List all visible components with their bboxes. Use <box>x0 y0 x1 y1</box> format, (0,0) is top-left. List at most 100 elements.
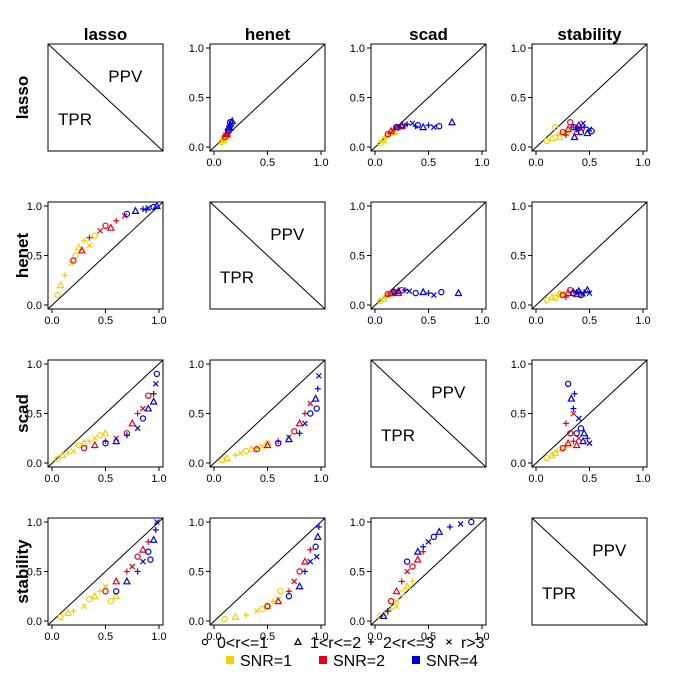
data-point-snr4 <box>301 568 308 575</box>
data-point-snr2 <box>291 578 298 585</box>
data-point-snr1 <box>102 583 109 590</box>
reference-line <box>209 359 326 468</box>
data-point-snr1 <box>409 578 416 585</box>
y-tick-label: 0.0 <box>27 458 42 470</box>
data-point-snr2 <box>102 588 109 595</box>
data-point-snr4 <box>228 116 237 125</box>
data-point-snr4 <box>570 405 577 412</box>
data-point-snr2 <box>145 392 152 399</box>
data-point-snr4 <box>302 420 308 427</box>
reference-line <box>47 359 164 468</box>
data-point-snr4 <box>149 397 158 405</box>
data-point-snr4 <box>384 608 391 615</box>
data-point-snr2 <box>253 445 260 453</box>
y-tick-label: 0.5 <box>27 251 42 263</box>
panel-frame <box>209 201 326 310</box>
panel-frame <box>370 359 487 468</box>
data-point-snr1 <box>381 135 388 142</box>
data-point-snr1 <box>242 447 250 455</box>
y-tick-label: 0.0 <box>27 300 42 312</box>
y-tick-label: 0.0 <box>350 300 365 312</box>
x-tick-label: 1.0 <box>635 315 650 327</box>
tpr-label: TPR <box>58 110 92 129</box>
scatter-panel-henet-vs-stability: 0.00.0 0.5 0.5 1.0 1.0 <box>511 201 651 327</box>
row-title-scad: scad <box>13 394 32 433</box>
panel-frame <box>531 517 648 626</box>
data-point-snr1 <box>97 588 104 595</box>
data-point-snr4 <box>425 122 432 129</box>
data-point-snr4 <box>312 543 319 550</box>
data-point-snr2 <box>134 410 141 417</box>
data-point-snr2 <box>301 410 308 417</box>
data-point-snr2 <box>291 428 298 435</box>
column-title-henet: henet <box>245 25 291 44</box>
data-point-snr4 <box>149 535 158 543</box>
data-point-snr2 <box>567 119 574 126</box>
scatter-panel-henet-vs-scad: 0.00.0 0.5 0.5 1.0 1.0 <box>350 201 490 327</box>
row-title-lasso: lasso <box>13 76 32 119</box>
data-point-snr4 <box>228 125 235 132</box>
data-point-snr2 <box>112 576 121 585</box>
data-point-snr2 <box>413 555 422 563</box>
y-tick-label: 0.5 <box>27 567 42 579</box>
data-point-snr4 <box>404 121 411 128</box>
data-point-snr2 <box>263 440 272 449</box>
x-tick-label: 0.5 <box>98 315 113 327</box>
scatter-panel-stability-vs-lasso: 0.00.0 0.5 0.5 1.0 1.0 <box>27 517 167 643</box>
column-title-scad: scad <box>409 25 448 44</box>
scatter-panel-lasso-vs-scad: 0.00.0 0.5 0.5 1.0 1.0 <box>350 43 490 169</box>
data-point-snr4 <box>134 425 141 432</box>
tpr-label: TPR <box>220 268 254 287</box>
data-point-snr1 <box>70 608 77 615</box>
data-point-snr1 <box>91 232 99 239</box>
x-tick-label: 0.5 <box>421 315 436 327</box>
data-point-snr4 <box>314 385 321 392</box>
data-point-snr4 <box>573 430 580 437</box>
legend-marker-plus <box>368 639 374 645</box>
data-point-snr4 <box>315 372 322 379</box>
data-point-snr4 <box>425 290 432 297</box>
data-points <box>543 380 593 462</box>
data-point-snr4 <box>430 292 437 299</box>
y-tick-label: 0.5 <box>27 409 42 421</box>
x-tick-label: 1.0 <box>635 473 650 485</box>
ppv-label: PPV <box>108 67 143 86</box>
y-tick-label: 1.0 <box>350 517 365 529</box>
data-point-snr2 <box>562 132 569 139</box>
diagonal-line <box>531 517 648 626</box>
scatter-panel-stability-vs-henet: 0.00.0 0.5 0.5 1.0 1.0 <box>189 517 329 643</box>
x-tick-label: 0.5 <box>582 315 597 327</box>
data-point-snr1 <box>548 450 557 459</box>
x-tick-label: 0.5 <box>98 631 113 643</box>
legend-swatch-snr <box>226 656 234 664</box>
data-point-snr4 <box>448 117 457 126</box>
data-point-snr2 <box>564 438 573 447</box>
data-point-snr4 <box>573 126 580 133</box>
data-point-snr1 <box>64 608 73 617</box>
data-point-snr1 <box>388 606 395 613</box>
data-point-snr4 <box>584 435 591 442</box>
y-tick-label: 0.5 <box>350 567 365 579</box>
y-tick-label: 0.0 <box>511 142 526 154</box>
data-point-snr1 <box>54 291 61 299</box>
data-point-snr4 <box>409 120 416 127</box>
y-tick-label: 0.0 <box>511 300 526 312</box>
data-point-snr4 <box>574 120 583 129</box>
data-point-snr2 <box>77 246 86 254</box>
data-point-snr4 <box>313 405 320 412</box>
reference-line <box>47 201 164 310</box>
data-point-snr4 <box>153 519 160 525</box>
data-point-snr2 <box>70 257 77 264</box>
data-point-snr2 <box>387 126 396 135</box>
data-point-snr4 <box>430 124 437 131</box>
y-tick-label: 1.0 <box>27 517 42 529</box>
data-point-snr1 <box>86 438 93 445</box>
data-point-snr2 <box>86 234 93 241</box>
data-point-snr4 <box>564 380 572 387</box>
data-point-snr4 <box>122 576 131 585</box>
data-point-snr4 <box>579 436 588 445</box>
data-point-snr1 <box>253 608 260 615</box>
data-point-snr4 <box>139 415 147 422</box>
x-tick-label: 1.0 <box>313 473 328 485</box>
y-tick-label: 0.0 <box>189 458 204 470</box>
